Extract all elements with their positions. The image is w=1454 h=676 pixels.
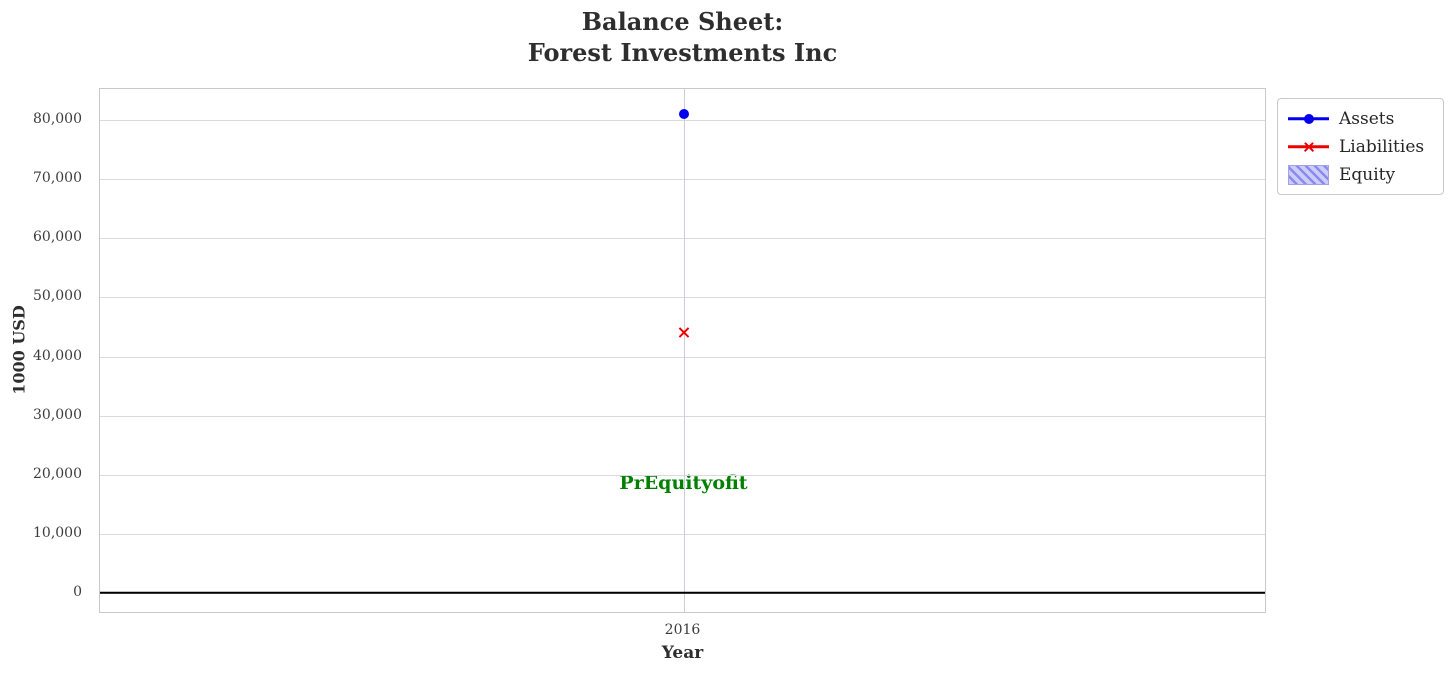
- y-axis-label: 1000 USD: [9, 305, 29, 395]
- legend-label-assets: Assets: [1339, 108, 1395, 129]
- legend-item-liabilities: Liabilities: [1288, 136, 1433, 157]
- y-tick-label: 30,000: [33, 406, 82, 423]
- horizontal-gridline: [100, 238, 1265, 240]
- chart-title: Balance Sheet: Forest Investments Inc: [527, 7, 838, 67]
- data-point-liabilities: [678, 327, 689, 338]
- horizontal-gridline: [100, 415, 1265, 417]
- legend-label-liabilities: Liabilities: [1339, 136, 1425, 157]
- y-tick-label: 40,000: [33, 347, 82, 364]
- legend-label-equity: Equity: [1339, 164, 1396, 185]
- y-tick-label: 70,000: [33, 170, 82, 187]
- horizontal-gridline: [100, 120, 1265, 122]
- assets-line-marker-icon: [1288, 108, 1329, 129]
- horizontal-gridline: [100, 297, 1265, 299]
- x-axis-label: Year: [661, 643, 704, 663]
- zero-baseline: [100, 591, 1265, 594]
- y-tick-label: 0: [73, 583, 82, 600]
- y-tick-label: 10,000: [33, 524, 82, 541]
- y-tick-label: 60,000: [33, 229, 82, 246]
- y-tick-label: 50,000: [33, 288, 82, 305]
- liabilities-line-marker-icon: [1288, 136, 1329, 157]
- equity-hatch-swatch-icon: [1288, 164, 1329, 185]
- y-tick-label: 20,000: [33, 465, 82, 482]
- vertical-gridline: [683, 89, 685, 612]
- y-tick-label: 80,000: [33, 111, 82, 128]
- horizontal-gridline: [100, 533, 1265, 535]
- legend-item-equity: Equity: [1288, 164, 1433, 185]
- horizontal-gridline: [100, 474, 1265, 476]
- legend: Assets Liabilities Equity: [1277, 98, 1444, 195]
- horizontal-gridline: [100, 356, 1265, 358]
- x-tick-label: 2016: [664, 622, 701, 638]
- plot-area: PrEquityofit: [99, 88, 1266, 613]
- legend-item-assets: Assets: [1288, 108, 1433, 129]
- data-point-assets: [678, 109, 689, 120]
- horizontal-gridline: [100, 179, 1265, 181]
